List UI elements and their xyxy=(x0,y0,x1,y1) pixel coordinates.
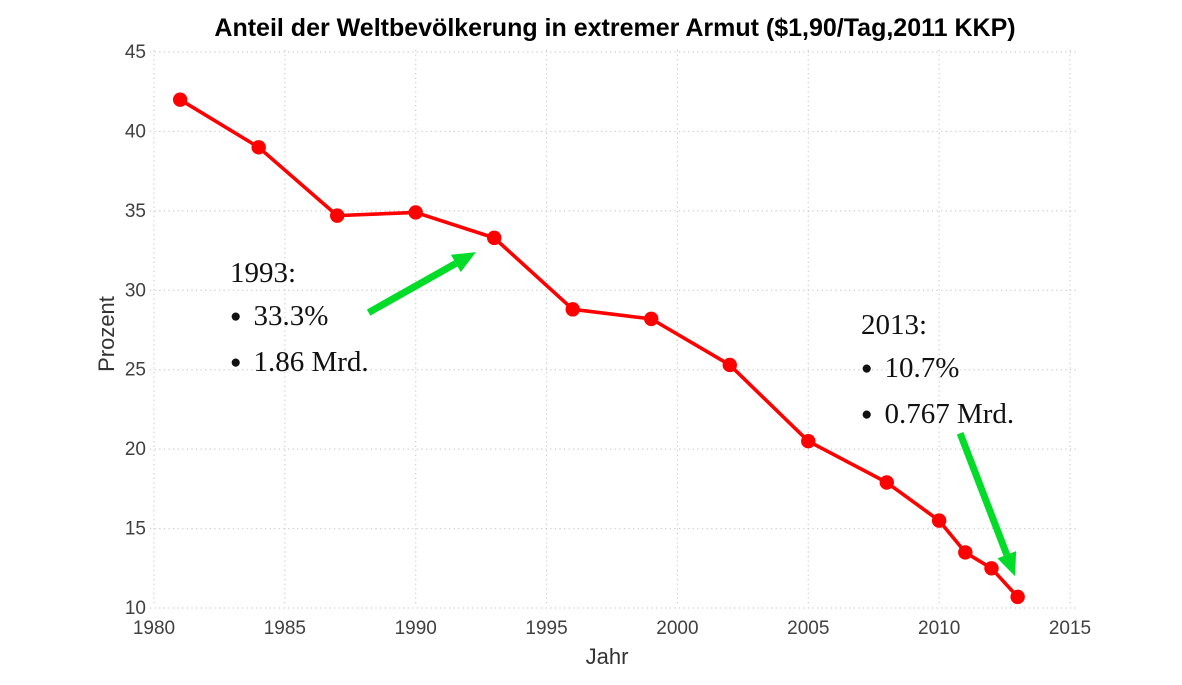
data-point-2011 xyxy=(958,545,973,560)
annotation-1993-line-count: 1.86 Mrd. xyxy=(230,341,369,387)
data-point-1999 xyxy=(644,311,659,327)
annotation-2013-count: 0.767 Mrd. xyxy=(884,398,1015,430)
chart-title: Anteil der Weltbevölkerung in extremer A… xyxy=(214,14,1016,42)
bullet-icon xyxy=(230,295,241,341)
series-extreme-poverty xyxy=(172,92,1025,605)
x-axis-label: Jahr xyxy=(585,644,629,669)
y-axis-label: Prozent xyxy=(94,296,119,372)
y-tick-15: 15 xyxy=(125,519,146,540)
y-tick-40: 40 xyxy=(125,121,146,142)
data-point-1987 xyxy=(330,208,345,223)
annotation-1993-line-percent: 33.3% xyxy=(230,295,369,341)
x-tick-2000: 2000 xyxy=(656,618,698,639)
y-tick-35: 35 xyxy=(125,201,146,222)
gridlines xyxy=(150,50,1078,609)
annotation-arrows xyxy=(366,252,1017,577)
x-tick-1990: 1990 xyxy=(395,618,437,639)
data-point-2012 xyxy=(984,561,999,576)
y-tick-30: 30 xyxy=(125,280,146,301)
annotation-1993-percent: 33.3% xyxy=(253,300,329,332)
data-point-1990 xyxy=(408,205,423,220)
annotation-2013: 2013: 10.7% 0.767 Mrd. xyxy=(861,304,1014,439)
bullet-icon xyxy=(230,341,241,387)
y-tick-25: 25 xyxy=(125,360,146,381)
data-point-1996 xyxy=(565,302,580,317)
bullet-icon xyxy=(861,393,872,439)
annotation-1993: 1993: 33.3% 1.86 Mrd. xyxy=(230,252,369,387)
data-point-2010 xyxy=(931,513,947,528)
data-point-1993 xyxy=(487,230,502,246)
annotation-2013-line-percent: 10.7% xyxy=(861,347,1014,393)
bullet-icon xyxy=(861,347,872,393)
annotation-1993-count: 1.86 Mrd. xyxy=(253,346,369,378)
data-point-2002 xyxy=(722,357,737,373)
arrow-icon xyxy=(366,252,476,316)
x-tick-1980: 1980 xyxy=(133,618,175,639)
data-point-1984 xyxy=(251,140,266,155)
annotation-2013-heading: 2013: xyxy=(861,309,928,341)
y-tick-10: 10 xyxy=(125,598,146,619)
x-tick-2005: 2005 xyxy=(787,618,829,639)
x-tick-2015: 2015 xyxy=(1049,618,1091,639)
annotation-1993-heading: 1993: xyxy=(230,257,297,289)
data-point-2008 xyxy=(879,475,894,490)
data-point-1981 xyxy=(172,92,188,107)
data-point-2005 xyxy=(801,434,816,449)
y-tick-45: 45 xyxy=(125,42,146,63)
x-tick-1985: 1985 xyxy=(264,618,306,639)
arrow-icon xyxy=(956,432,1017,577)
y-tick-20: 20 xyxy=(125,439,146,460)
data-point-2013 xyxy=(1010,589,1025,605)
x-tick-1995: 1995 xyxy=(525,618,567,639)
x-tick-2010: 2010 xyxy=(918,618,960,639)
annotation-2013-percent: 10.7% xyxy=(884,352,960,384)
annotation-2013-line-count: 0.767 Mrd. xyxy=(861,393,1014,439)
tick-labels: 1980 1985 1990 1995 2000 2005 2010 2015 10 15 20 25… xyxy=(125,42,1091,639)
